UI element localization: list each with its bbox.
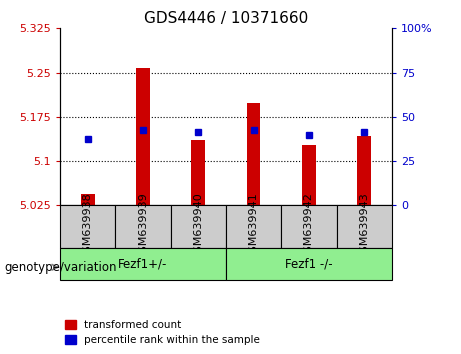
Bar bbox=[136, 68, 150, 205]
Bar bbox=[281, 205, 337, 248]
Text: GSM639943: GSM639943 bbox=[359, 193, 369, 261]
Bar bbox=[226, 248, 392, 280]
Text: Fezf1+/-: Fezf1+/- bbox=[118, 257, 168, 270]
Bar bbox=[226, 205, 281, 248]
Bar bbox=[247, 103, 260, 205]
Bar bbox=[337, 205, 392, 248]
Text: GSM639941: GSM639941 bbox=[248, 193, 259, 261]
Bar bbox=[302, 144, 316, 205]
Bar bbox=[60, 205, 115, 248]
Bar bbox=[191, 141, 205, 205]
Text: GSM639939: GSM639939 bbox=[138, 193, 148, 261]
Text: Fezf1 -/-: Fezf1 -/- bbox=[285, 257, 333, 270]
Bar bbox=[115, 205, 171, 248]
Bar bbox=[81, 194, 95, 205]
Bar bbox=[357, 136, 371, 205]
Bar bbox=[171, 205, 226, 248]
Text: GSM639940: GSM639940 bbox=[193, 193, 203, 261]
Bar bbox=[60, 248, 226, 280]
Text: GSM639942: GSM639942 bbox=[304, 193, 314, 261]
Legend: transformed count, percentile rank within the sample: transformed count, percentile rank withi… bbox=[65, 320, 260, 345]
Text: GSM639938: GSM639938 bbox=[83, 193, 93, 261]
Text: genotype/variation: genotype/variation bbox=[5, 261, 117, 274]
Title: GDS4446 / 10371660: GDS4446 / 10371660 bbox=[144, 11, 308, 26]
